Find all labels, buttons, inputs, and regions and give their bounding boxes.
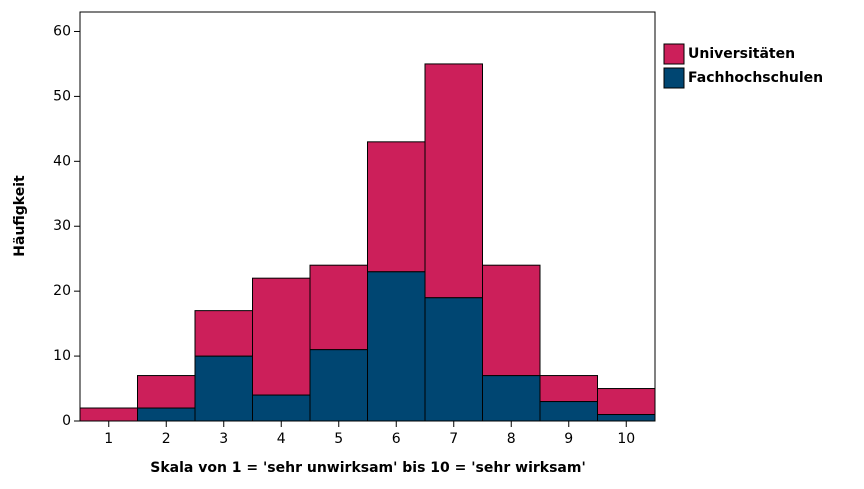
- x-axis-title: Skala von 1 = 'sehr unwirksam' bis 10 = …: [150, 460, 585, 476]
- bar-segment: [424, 63, 483, 299]
- legend-swatch: [663, 43, 685, 65]
- x-tick-label: 4: [277, 431, 286, 447]
- x-tick-label: 10: [617, 431, 635, 447]
- bar-segment: [482, 264, 541, 377]
- y-tick-label: 30: [53, 218, 71, 234]
- y-tick-label: 50: [53, 88, 71, 104]
- x-tick-label: 8: [507, 431, 516, 447]
- bar-segment: [367, 271, 426, 422]
- legend-swatch: [663, 67, 685, 89]
- bar-segment: [309, 264, 368, 351]
- y-tick-label: 40: [53, 153, 71, 169]
- y-tick-label: 0: [62, 413, 71, 429]
- y-axis-title: Häufigkeit: [12, 175, 28, 257]
- bar-segment: [252, 394, 311, 422]
- y-tick-label: 60: [53, 23, 71, 39]
- bar-segment: [252, 277, 311, 396]
- bar-segment: [309, 349, 368, 422]
- bar-segment: [79, 407, 138, 422]
- x-tick-label: 3: [219, 431, 228, 447]
- bar-segment: [597, 388, 656, 416]
- legend-text: Universitäten: [688, 46, 795, 62]
- bar-segment: [482, 375, 541, 422]
- bar-segment: [367, 141, 426, 273]
- bar-segment: [194, 310, 253, 357]
- x-tick-label: 7: [449, 431, 458, 447]
- bar-segment: [424, 297, 483, 422]
- legend-text: Fachhochschulen: [688, 70, 823, 86]
- y-tick-label: 20: [53, 283, 71, 299]
- x-tick-label: 5: [334, 431, 343, 447]
- x-tick-label: 2: [162, 431, 171, 447]
- x-tick-label: 1: [104, 431, 113, 447]
- x-tick-label: 9: [564, 431, 573, 447]
- bar-segment: [539, 401, 598, 422]
- y-tick-label: 10: [53, 348, 71, 364]
- bar-segment: [597, 414, 656, 422]
- x-tick-label: 6: [392, 431, 401, 447]
- bar-segment: [194, 355, 253, 422]
- bar-segment: [137, 375, 196, 409]
- bar-segment: [539, 375, 598, 403]
- bar-segment: [137, 407, 196, 422]
